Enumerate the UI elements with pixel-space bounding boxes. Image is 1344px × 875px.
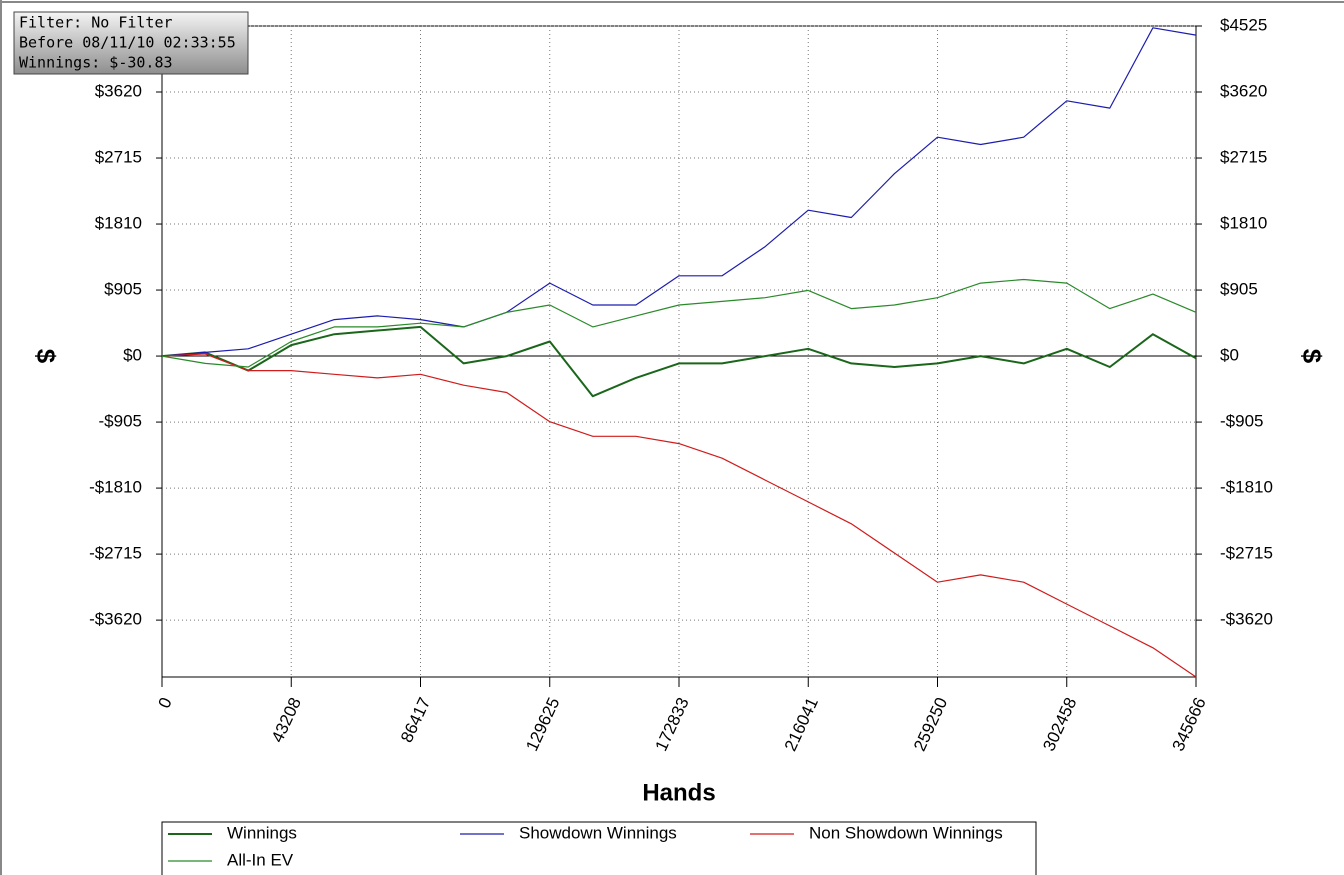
y-tick-label-right: -$3620 — [1220, 610, 1273, 629]
series-line — [161, 353, 1197, 678]
info-box-bg — [13, 11, 249, 75]
info-line: Filter: No Filter — [19, 14, 173, 32]
legend-label: Winnings — [227, 823, 297, 842]
y-tick-label: $0 — [123, 346, 142, 365]
y-axis-label: $ — [31, 349, 61, 364]
y-tick-label-right: $3620 — [1220, 81, 1267, 100]
y-tick-label-right: $905 — [1220, 280, 1258, 299]
y-tick-label: $1810 — [95, 214, 142, 233]
legend-label: All-In EV — [227, 850, 294, 869]
y-tick-label-right: -$905 — [1220, 412, 1263, 431]
y-tick-label: $3620 — [95, 81, 142, 100]
series-line — [161, 27, 1197, 357]
legend-label: Non Showdown Winnings — [809, 823, 1003, 842]
y-tick-label-right: -$2715 — [1220, 544, 1273, 563]
y-tick-label-right: $0 — [1220, 346, 1239, 365]
series-line — [161, 278, 1197, 368]
y-tick-label-right: $4525 — [1220, 15, 1267, 34]
legend-label: Showdown Winnings — [519, 823, 677, 842]
y-tick-label-right: $1810 — [1220, 214, 1267, 233]
info-line: Before 08/11/10 02:33:55 — [19, 34, 236, 52]
info-line: Winnings: $-30.83 — [19, 54, 173, 72]
y-tick-label: -$3620 — [89, 610, 142, 629]
y-tick-label: -$905 — [99, 412, 142, 431]
y-tick-label: $905 — [104, 280, 142, 299]
y-tick-label-right: $2715 — [1220, 148, 1267, 167]
y-tick-label-right: -$1810 — [1220, 478, 1273, 497]
y-tick-label: $2715 — [95, 148, 142, 167]
y-axis-label-right: $ — [1297, 349, 1327, 364]
legend — [161, 821, 1037, 875]
y-tick-label: -$2715 — [89, 544, 142, 563]
x-axis-label: Hands — [642, 779, 715, 806]
series-line — [161, 325, 1197, 398]
y-tick-label: -$1810 — [89, 478, 142, 497]
info-box: Filter: No Filter Before 08/11/10 02:33:5… — [13, 11, 249, 75]
